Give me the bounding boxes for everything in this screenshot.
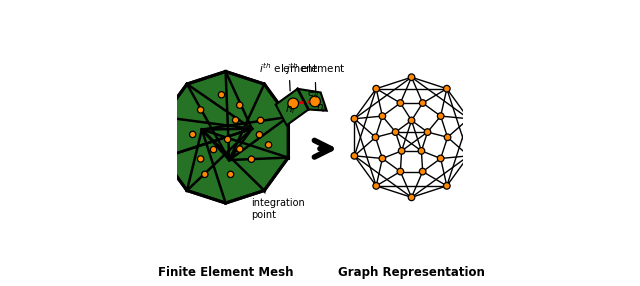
Polygon shape	[276, 89, 308, 125]
Text: Graph Representation: Graph Representation	[338, 266, 485, 279]
Circle shape	[465, 152, 472, 159]
Circle shape	[397, 100, 404, 106]
Circle shape	[189, 131, 196, 138]
Text: Finite Element Mesh: Finite Element Mesh	[158, 266, 293, 279]
Circle shape	[257, 117, 264, 124]
Circle shape	[256, 132, 262, 138]
Circle shape	[310, 96, 321, 107]
Circle shape	[392, 129, 399, 135]
Circle shape	[372, 134, 379, 141]
Text: integration
point: integration point	[251, 186, 305, 220]
Text: $n_j$: $n_j$	[316, 102, 327, 115]
Circle shape	[398, 148, 405, 154]
Circle shape	[232, 117, 239, 123]
Circle shape	[218, 92, 225, 98]
Circle shape	[408, 194, 415, 201]
Text: $n_i$: $n_i$	[285, 104, 296, 116]
Text: $i^{th}$ element: $i^{th}$ element	[259, 61, 319, 91]
Circle shape	[419, 100, 426, 106]
Circle shape	[266, 142, 272, 148]
Circle shape	[424, 129, 431, 135]
Circle shape	[202, 171, 208, 178]
Circle shape	[237, 102, 243, 108]
Circle shape	[373, 86, 380, 92]
Circle shape	[225, 136, 231, 143]
Circle shape	[351, 152, 358, 159]
Circle shape	[237, 146, 243, 152]
Circle shape	[444, 134, 451, 141]
Circle shape	[444, 182, 450, 189]
Text: $e_{ij}$: $e_{ij}$	[307, 89, 319, 101]
Circle shape	[379, 113, 386, 119]
Polygon shape	[163, 72, 288, 203]
Circle shape	[198, 156, 204, 162]
Circle shape	[198, 107, 204, 113]
Circle shape	[211, 146, 217, 153]
Circle shape	[397, 168, 404, 175]
Circle shape	[465, 116, 472, 122]
Circle shape	[288, 98, 298, 109]
Circle shape	[408, 117, 415, 124]
Circle shape	[418, 148, 425, 154]
Circle shape	[373, 182, 380, 189]
Circle shape	[351, 116, 358, 122]
Circle shape	[419, 168, 426, 175]
Circle shape	[248, 156, 255, 162]
Text: $j^{th}$ element: $j^{th}$ element	[285, 61, 346, 91]
Circle shape	[227, 171, 234, 178]
Circle shape	[437, 155, 444, 162]
Polygon shape	[298, 89, 327, 111]
Circle shape	[437, 113, 444, 119]
Circle shape	[408, 74, 415, 81]
Circle shape	[444, 86, 450, 92]
Circle shape	[379, 155, 386, 162]
